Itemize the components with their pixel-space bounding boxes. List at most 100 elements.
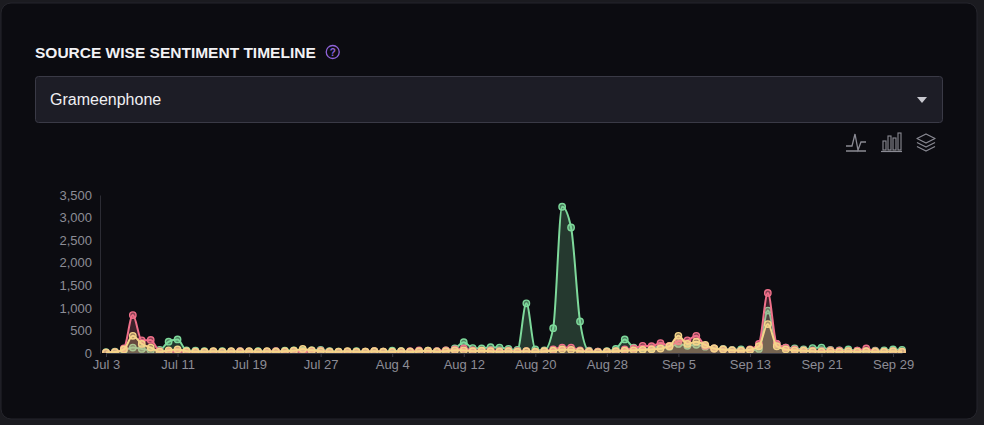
- series-point[interactable]: [425, 348, 431, 353]
- dropdown[interactable]: [36, 77, 943, 123]
- series-point[interactable]: [183, 348, 189, 353]
- series-point[interactable]: [425, 348, 431, 353]
- series-point[interactable]: [532, 348, 538, 353]
- series-point[interactable]: [523, 348, 529, 353]
- series-point[interactable]: [568, 224, 574, 230]
- series-point[interactable]: [854, 348, 860, 353]
- series-point[interactable]: [487, 347, 493, 353]
- bar-chart-icon-bar[interactable]: [898, 133, 901, 150]
- series-point[interactable]: [818, 348, 824, 353]
- bar-chart-icon[interactable]: [881, 133, 902, 152]
- series-point[interactable]: [362, 348, 368, 353]
- series-point[interactable]: [595, 348, 601, 353]
- series-point[interactable]: [720, 346, 726, 352]
- series-point[interactable]: [380, 348, 386, 353]
- series-point[interactable]: [872, 348, 878, 353]
- series-point[interactable]: [353, 349, 359, 353]
- series-point[interactable]: [183, 348, 189, 353]
- series-point[interactable]: [237, 348, 243, 353]
- series-point[interactable]: [800, 347, 806, 353]
- series-point[interactable]: [148, 344, 154, 350]
- series-point[interactable]: [577, 347, 583, 353]
- series-point[interactable]: [344, 348, 350, 353]
- series-point[interactable]: [103, 349, 109, 353]
- series-point[interactable]: [639, 347, 645, 353]
- series-point[interactable]: [317, 348, 323, 353]
- series-point[interactable]: [729, 347, 735, 353]
- series-point[interactable]: [309, 348, 315, 353]
- series-point[interactable]: [434, 348, 440, 353]
- series-point[interactable]: [774, 343, 780, 349]
- series-point[interactable]: [112, 349, 118, 353]
- series-point[interactable]: [899, 348, 905, 353]
- series-point[interactable]: [595, 349, 601, 353]
- series-point[interactable]: [577, 318, 583, 324]
- series-point[interactable]: [156, 348, 162, 353]
- series-point[interactable]: [836, 348, 842, 353]
- series-point[interactable]: [845, 348, 851, 353]
- series-point[interactable]: [836, 348, 842, 353]
- series-point[interactable]: [461, 347, 467, 353]
- series-point[interactable]: [747, 346, 753, 352]
- series-point[interactable]: [165, 339, 171, 345]
- series-point[interactable]: [139, 341, 145, 347]
- series-point[interactable]: [711, 345, 717, 351]
- series-point[interactable]: [622, 336, 628, 342]
- help-icon-text[interactable]: ?: [330, 47, 336, 58]
- series-point[interactable]: [809, 348, 815, 353]
- series-point[interactable]: [416, 347, 422, 353]
- series-point[interactable]: [827, 347, 833, 353]
- series-point[interactable]: [818, 348, 824, 353]
- series-point[interactable]: [255, 348, 261, 353]
- series-point[interactable]: [648, 345, 654, 351]
- series-point[interactable]: [255, 348, 261, 353]
- series-point[interactable]: [326, 348, 332, 353]
- series-point[interactable]: [425, 348, 431, 353]
- series-point[interactable]: [273, 348, 279, 353]
- series-point[interactable]: [729, 347, 735, 353]
- series-point[interactable]: [112, 349, 118, 353]
- series-point[interactable]: [496, 348, 502, 353]
- series-point[interactable]: [863, 348, 869, 353]
- series-point[interactable]: [478, 348, 484, 353]
- series-point[interactable]: [156, 348, 162, 353]
- series-point[interactable]: [505, 348, 511, 353]
- series-point[interactable]: [237, 348, 243, 353]
- series-point[interactable]: [666, 343, 672, 349]
- dropdown-value[interactable]: Grameenphone: [50, 91, 161, 108]
- series-point[interactable]: [335, 349, 341, 353]
- help-icon[interactable]: [326, 46, 339, 59]
- series-point[interactable]: [210, 348, 216, 353]
- series-point[interactable]: [210, 348, 216, 353]
- series-point[interactable]: [622, 348, 628, 353]
- series-point[interactable]: [666, 343, 672, 349]
- series-point[interactable]: [613, 348, 619, 353]
- series-point[interactable]: [541, 347, 547, 353]
- series-point[interactable]: [416, 348, 422, 353]
- stack-icon[interactable]: [917, 134, 935, 151]
- series-point[interactable]: [371, 348, 377, 353]
- series-point[interactable]: [586, 348, 592, 353]
- series-point[interactable]: [246, 348, 252, 353]
- series-point[interactable]: [765, 321, 771, 327]
- series-point[interactable]: [800, 348, 806, 353]
- series-point[interactable]: [183, 347, 189, 353]
- series-point[interactable]: [335, 348, 341, 353]
- series-point[interactable]: [532, 348, 538, 353]
- series-point[interactable]: [273, 348, 279, 353]
- series-point[interactable]: [791, 347, 797, 353]
- series-point[interactable]: [434, 348, 440, 353]
- series-point[interactable]: [371, 348, 377, 353]
- series-point[interactable]: [103, 349, 109, 353]
- series-point[interactable]: [326, 348, 332, 353]
- dropdown-caret[interactable]: [917, 97, 927, 103]
- series-point[interactable]: [228, 348, 234, 353]
- series-point[interactable]: [720, 346, 726, 352]
- series-point[interactable]: [684, 341, 690, 347]
- series-point[interactable]: [326, 348, 332, 353]
- series-point[interactable]: [738, 348, 744, 353]
- series-point[interactable]: [809, 348, 815, 353]
- series-point[interactable]: [890, 348, 896, 353]
- series-point[interactable]: [469, 347, 475, 353]
- series-point[interactable]: [550, 325, 556, 331]
